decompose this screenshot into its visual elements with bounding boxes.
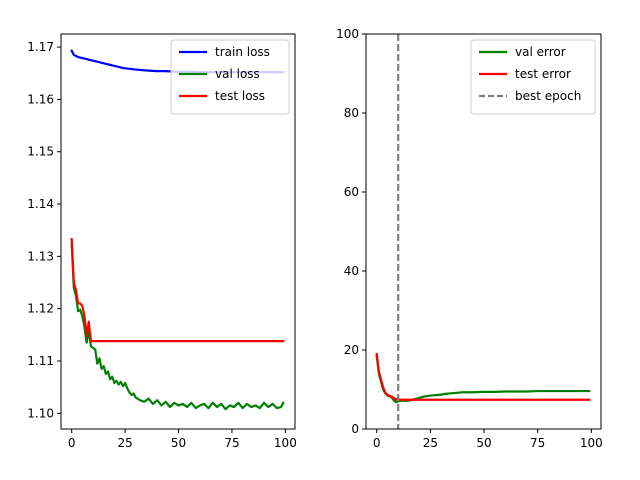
x-tick-label: 75	[530, 436, 545, 450]
y-tick-label: 80	[344, 106, 359, 120]
legend-label: val loss	[215, 67, 260, 81]
x-tick-label: 75	[224, 436, 239, 450]
x-tick-label: 0	[373, 436, 381, 450]
series-line-test-loss	[70, 237, 285, 343]
axes-frame	[60, 33, 296, 430]
legend-label: test loss	[215, 89, 265, 103]
x-tick-label: 0	[68, 436, 76, 450]
x-tick-label: 25	[117, 436, 132, 450]
x-tick-label: 25	[423, 436, 438, 450]
y-tick-label: 1.11	[27, 354, 54, 368]
y-tick-label: 0	[351, 422, 359, 436]
x-tick-label: 50	[171, 436, 186, 450]
legend: val error test error best epoch	[470, 39, 596, 115]
legend: train loss val loss test loss	[170, 39, 290, 115]
legend-label: test error	[515, 67, 571, 81]
legend-label: train loss	[215, 45, 270, 59]
y-tick-label: 1.17	[27, 40, 54, 54]
y-tick-label: 20	[344, 343, 359, 357]
series-line-val-error	[375, 354, 591, 404]
x-tick-label: 100	[580, 436, 603, 450]
y-tick-label: 1.10	[27, 406, 54, 420]
x-tick-label: 100	[274, 436, 297, 450]
y-tick-label: 1.15	[27, 145, 54, 159]
y-tick-label: 40	[344, 264, 359, 278]
y-tick-label: 1.16	[27, 92, 54, 106]
y-tick-label: 1.12	[27, 302, 54, 316]
series-group	[375, 34, 591, 429]
y-tick-label: 1.13	[27, 249, 54, 263]
series-line-test-error	[375, 352, 591, 401]
legend-label: best epoch	[515, 89, 581, 103]
y-tick-label: 60	[344, 185, 359, 199]
legend-label: val error	[515, 45, 566, 59]
x-tick-label: 50	[476, 436, 491, 450]
y-tick-label: 1.14	[27, 197, 54, 211]
y-tick-label: 100	[336, 27, 359, 41]
loss-subplot: 0 25 50 75 100 1.10 1.11 1.12 1.13 1.14 1.15 1.16 1.…	[27, 33, 297, 450]
error-subplot: 0 25 50 75 100 0 20 40 60 80 100 val error test erro…	[336, 27, 603, 450]
series-line-val-loss	[70, 242, 285, 411]
axes-frame	[365, 33, 602, 430]
